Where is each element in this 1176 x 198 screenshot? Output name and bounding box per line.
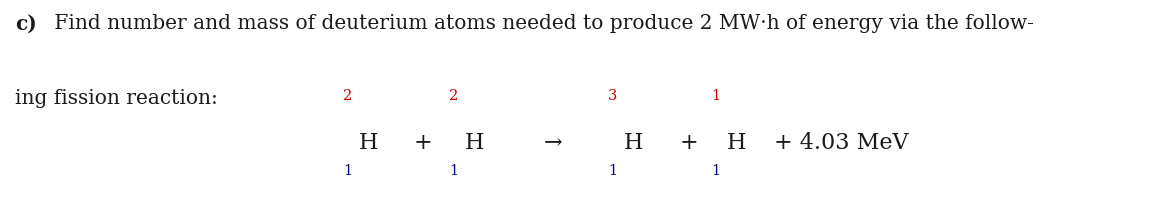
Text: +: + (414, 132, 433, 154)
Text: + 4.03 MeV: + 4.03 MeV (774, 132, 908, 154)
Text: Find number and mass of deuterium atoms needed to produce 2 MW·h of energy via t: Find number and mass of deuterium atoms … (48, 14, 1034, 33)
Text: 1: 1 (449, 164, 459, 178)
Text: 2: 2 (343, 89, 353, 103)
Text: H: H (465, 132, 485, 154)
Text: 1: 1 (608, 164, 617, 178)
Text: H: H (359, 132, 379, 154)
Text: ing fission reaction:: ing fission reaction: (15, 89, 219, 108)
Text: +: + (680, 132, 699, 154)
Text: 1: 1 (711, 89, 721, 103)
Text: c): c) (15, 14, 36, 34)
Text: H: H (727, 132, 747, 154)
Text: →: → (543, 132, 562, 154)
Text: 1: 1 (343, 164, 353, 178)
Text: 1: 1 (711, 164, 721, 178)
Text: 2: 2 (449, 89, 459, 103)
Text: 3: 3 (608, 89, 617, 103)
Text: H: H (623, 132, 643, 154)
